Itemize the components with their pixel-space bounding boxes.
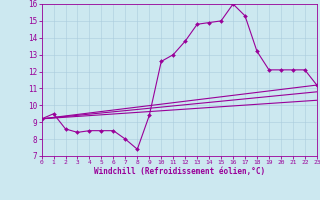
X-axis label: Windchill (Refroidissement éolien,°C): Windchill (Refroidissement éolien,°C) [94, 167, 265, 176]
